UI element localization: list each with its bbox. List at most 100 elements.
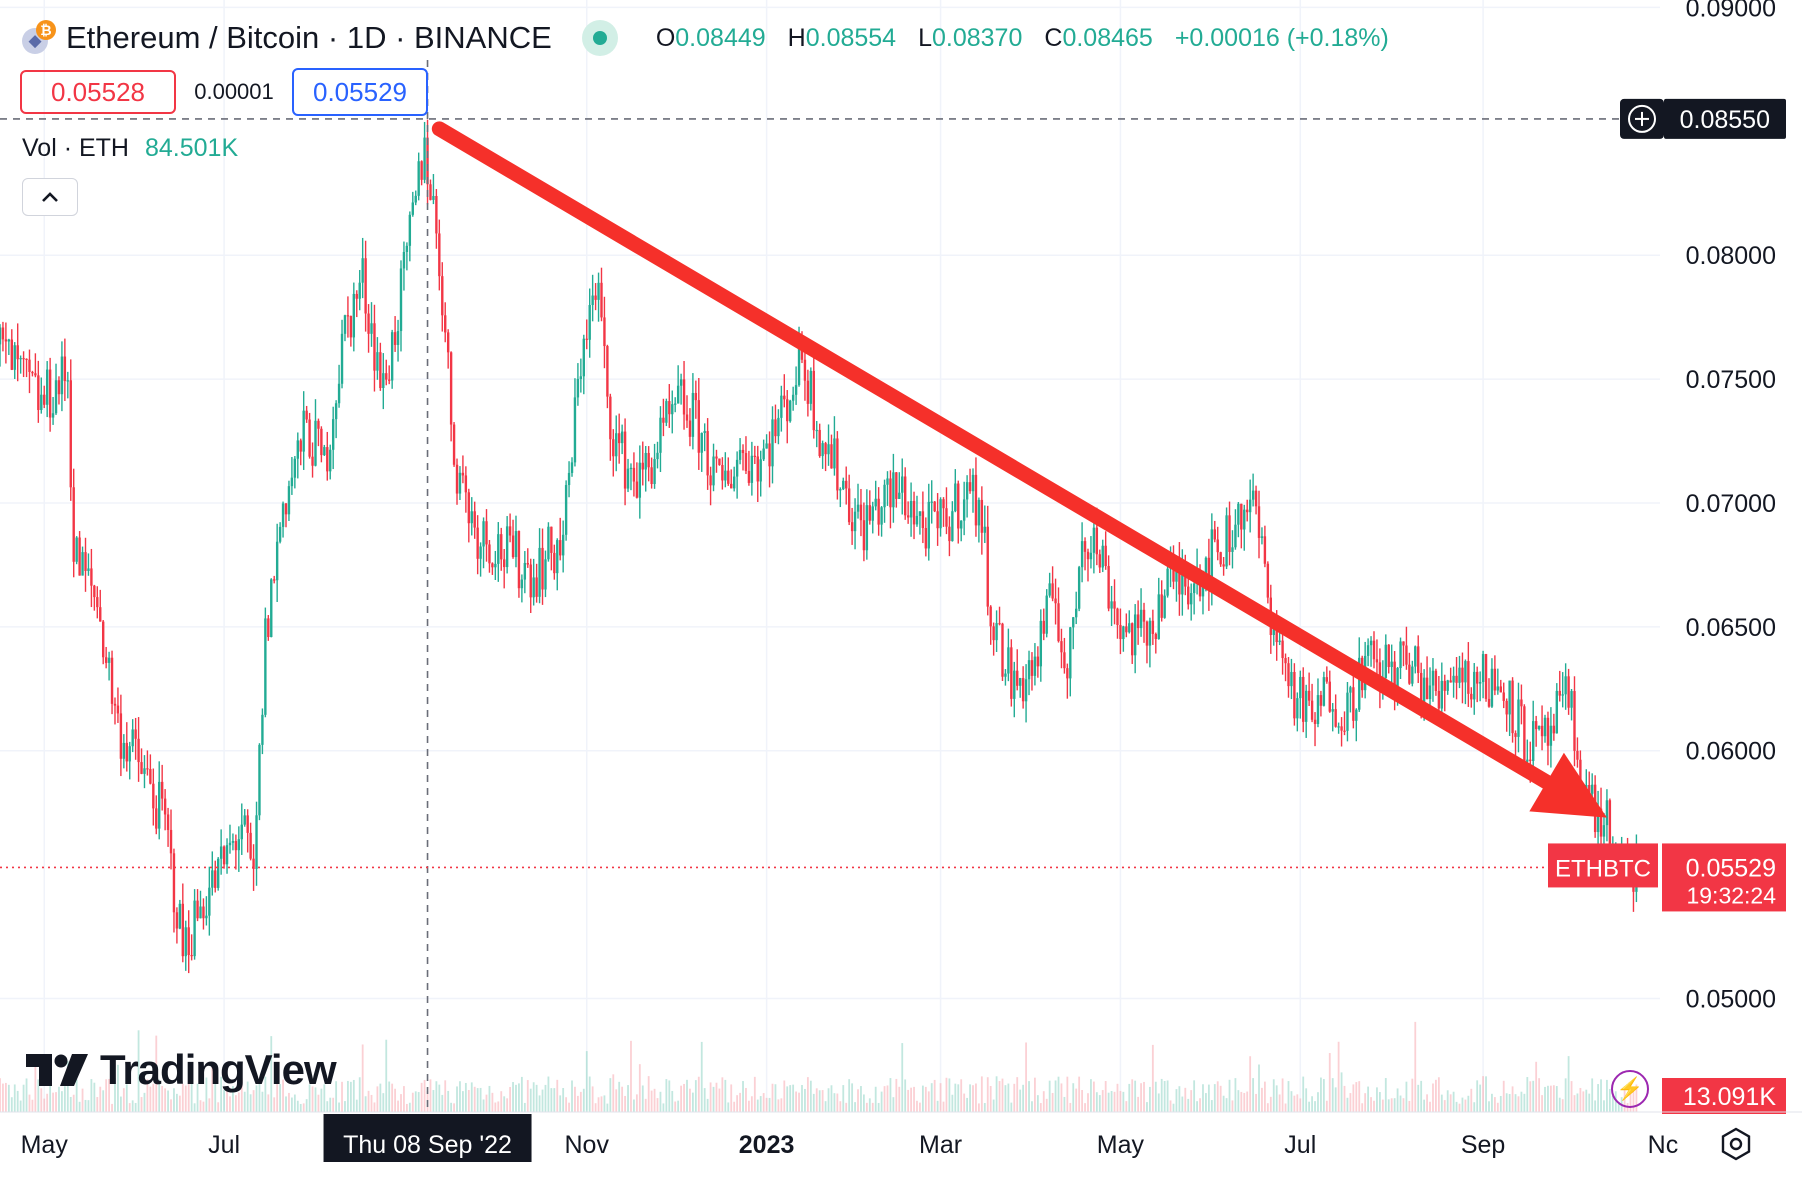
candle-body	[458, 472, 462, 494]
candle-body	[476, 527, 479, 559]
volume-bar	[122, 1088, 125, 1112]
candle-body	[603, 317, 606, 347]
candle-body	[794, 385, 798, 395]
volume-bar	[1237, 1090, 1240, 1112]
volume-bar	[759, 1096, 762, 1112]
volume-bar	[1611, 1095, 1614, 1112]
volume-bar	[193, 1103, 196, 1112]
candle-body	[865, 505, 869, 551]
candle-body	[317, 420, 320, 429]
candle-body	[275, 541, 279, 581]
volume-label[interactable]: Vol · ETH	[22, 134, 129, 162]
candle-body	[1013, 670, 1016, 699]
candle-body	[1243, 509, 1246, 530]
sell-button[interactable]: 0.05528	[20, 70, 176, 114]
candle-body	[1517, 699, 1520, 737]
candle-body	[331, 419, 335, 450]
volume-bar	[992, 1099, 995, 1112]
chart-title[interactable]: Ethereum / Bitcoin · 1D · BINANCE	[66, 20, 552, 55]
volume-bar	[898, 1086, 901, 1112]
volume-bar	[444, 1080, 447, 1112]
volume-bar	[1216, 1081, 1219, 1112]
candle-body	[435, 196, 438, 234]
candle-body	[1216, 539, 1219, 553]
volume-bar	[137, 1030, 140, 1112]
candle-body	[1172, 563, 1175, 582]
candle-body	[1313, 719, 1317, 724]
candle-body	[1128, 623, 1131, 633]
volume-bar	[358, 1077, 361, 1112]
candle-body	[668, 401, 671, 415]
candle-body	[768, 443, 771, 467]
volume-bar	[577, 1095, 579, 1112]
candle-body	[420, 161, 423, 180]
candle-body	[258, 744, 261, 816]
candle-body	[293, 458, 297, 478]
candle-body	[1570, 691, 1573, 708]
tradingview-logo[interactable]: TradingView	[26, 1046, 337, 1094]
volume-bar	[1579, 1087, 1582, 1112]
volume-bar	[87, 1100, 90, 1112]
candle-body	[909, 500, 913, 518]
collapse-legend-button[interactable]	[22, 178, 78, 216]
volume-bar	[512, 1082, 514, 1112]
volume-bar	[630, 1040, 632, 1112]
candle-body	[1246, 509, 1249, 513]
candle-body	[1349, 687, 1352, 693]
candle-body	[842, 480, 845, 490]
volume-bar	[114, 1078, 116, 1112]
time-tick-label: May	[1097, 1131, 1145, 1159]
volume-bar	[627, 1085, 629, 1112]
volume-bar	[326, 1101, 329, 1112]
candle-body	[1534, 721, 1538, 730]
volume-bar	[933, 1079, 936, 1112]
candle-body	[1089, 552, 1093, 560]
volume-bar	[1376, 1087, 1378, 1112]
candle-body	[570, 462, 574, 473]
volume-bar	[983, 1103, 986, 1112]
candle-body	[243, 815, 246, 825]
volume-bar	[361, 1044, 364, 1112]
candle-body	[196, 900, 199, 919]
candle-body	[54, 380, 58, 414]
volume-bar	[712, 1086, 715, 1112]
volume-bar	[355, 1099, 358, 1112]
lightning-icon[interactable]: ⚡	[1611, 1070, 1649, 1108]
candle-body	[343, 315, 347, 334]
candle-body	[594, 295, 597, 300]
volume-bar	[49, 1078, 52, 1112]
volume-bar	[81, 1088, 84, 1112]
volume-bar	[1573, 1095, 1576, 1112]
candle-body	[647, 452, 650, 468]
volume-bar	[1234, 1078, 1237, 1112]
candle-body	[898, 492, 901, 499]
crosshair-plus-icon	[1628, 104, 1656, 133]
candle-body	[228, 842, 232, 846]
volume-bar	[916, 1100, 918, 1112]
buy-button[interactable]: 0.05529	[292, 68, 428, 116]
candle-body	[1010, 647, 1013, 699]
symbol-tag-label: ETHBTC	[1555, 855, 1651, 882]
volume-bar	[1393, 1098, 1396, 1112]
volume-bar	[874, 1086, 877, 1112]
volume-bar	[762, 1093, 765, 1112]
volume-bar	[69, 1096, 72, 1112]
candle-body	[1428, 685, 1432, 700]
volume-bar	[600, 1096, 603, 1112]
candle-body	[965, 482, 969, 500]
candle-body	[137, 738, 140, 763]
candle-body	[992, 626, 995, 641]
volume-bar	[417, 1092, 420, 1112]
candle-body	[1573, 691, 1576, 751]
candle-body	[172, 853, 176, 913]
price-tick-label: 0.05000	[1686, 986, 1776, 1014]
volume-bar	[1567, 1056, 1570, 1112]
candle-body	[559, 540, 562, 556]
candle-body	[859, 504, 863, 521]
volume-bar	[689, 1088, 691, 1112]
time-tick-label: Mar	[919, 1131, 962, 1159]
volume-bar	[234, 1095, 237, 1112]
settings-icon[interactable]	[1718, 1126, 1754, 1162]
